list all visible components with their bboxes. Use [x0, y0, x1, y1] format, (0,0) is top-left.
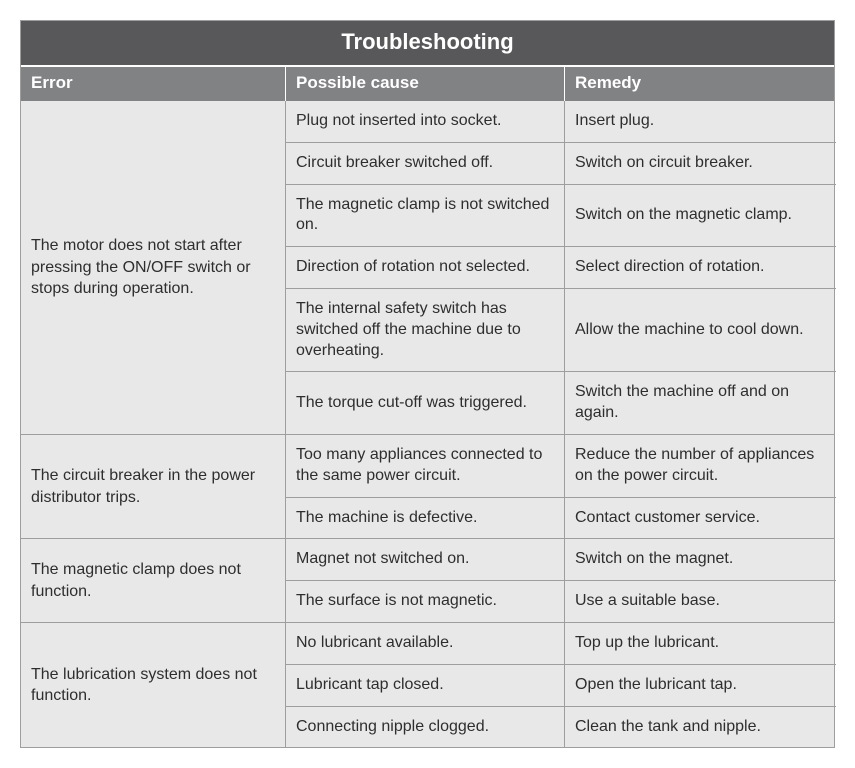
- troubleshooting-table: Troubleshooting Error Possible cause Rem…: [20, 20, 835, 748]
- table-row: Connecting nipple clogged. Clean the tan…: [286, 706, 836, 748]
- cause-cell: Connecting nipple clogged.: [286, 707, 565, 748]
- header-cause: Possible cause: [286, 67, 565, 101]
- table-row: Circuit breaker switched off. Switch on …: [286, 142, 836, 184]
- remedy-cell: Switch on circuit breaker.: [565, 143, 836, 184]
- cause-cell: The torque cut-off was triggered.: [286, 372, 565, 434]
- remedy-cell: Insert plug.: [565, 101, 836, 142]
- error-cell: The magnetic clamp does not function.: [21, 539, 286, 622]
- table-row: The torque cut-off was triggered. Switch…: [286, 371, 836, 434]
- cause-cell: Direction of rotation not selected.: [286, 247, 565, 288]
- remedy-cell: Allow the machine to cool down.: [565, 289, 836, 371]
- header-remedy: Remedy: [565, 67, 836, 101]
- remedy-cell: Clean the tank and nipple.: [565, 707, 836, 748]
- table-row: No lubricant available. Top up the lubri…: [286, 623, 836, 664]
- error-group: The magnetic clamp does not function. Ma…: [21, 538, 834, 622]
- remedy-cell: Contact customer service.: [565, 498, 836, 539]
- remedy-cell: Use a suitable base.: [565, 581, 836, 622]
- remedy-cell: Reduce the number of appliances on the p…: [565, 435, 836, 497]
- table-row: The internal safety switch has switched …: [286, 288, 836, 371]
- cause-cell: The magnetic clamp is not switched on.: [286, 185, 565, 247]
- error-group: The lubrication system does not function…: [21, 622, 834, 747]
- table-row: Magnet not switched on. Switch on the ma…: [286, 539, 836, 580]
- cause-cell: The internal safety switch has switched …: [286, 289, 565, 371]
- error-group-rows: Magnet not switched on. Switch on the ma…: [286, 539, 836, 622]
- cause-cell: Circuit breaker switched off.: [286, 143, 565, 184]
- error-group-rows: Too many appliances connected to the sam…: [286, 435, 836, 538]
- error-group: The circuit breaker in the power distrib…: [21, 434, 834, 538]
- error-cell: The motor does not start after pressing …: [21, 101, 286, 434]
- table-row: The surface is not magnetic. Use a suita…: [286, 580, 836, 622]
- error-group: The motor does not start after pressing …: [21, 101, 834, 434]
- remedy-cell: Switch on the magnetic clamp.: [565, 185, 836, 247]
- cause-cell: Plug not inserted into socket.: [286, 101, 565, 142]
- cause-cell: No lubricant available.: [286, 623, 565, 664]
- table-title: Troubleshooting: [21, 21, 834, 67]
- table-row: The machine is defective. Contact custom…: [286, 497, 836, 539]
- table-row: Plug not inserted into socket. Insert pl…: [286, 101, 836, 142]
- error-group-rows: Plug not inserted into socket. Insert pl…: [286, 101, 836, 434]
- remedy-cell: Top up the lubricant.: [565, 623, 836, 664]
- cause-cell: The machine is defective.: [286, 498, 565, 539]
- error-cell: The lubrication system does not function…: [21, 623, 286, 747]
- remedy-cell: Open the lubricant tap.: [565, 665, 836, 706]
- cause-cell: Too many appliances connected to the sam…: [286, 435, 565, 497]
- header-error: Error: [21, 67, 286, 101]
- remedy-cell: Switch the machine off and on again.: [565, 372, 836, 434]
- error-group-rows: No lubricant available. Top up the lubri…: [286, 623, 836, 747]
- table-row: Too many appliances connected to the sam…: [286, 435, 836, 497]
- table-row: The magnetic clamp is not switched on. S…: [286, 184, 836, 247]
- remedy-cell: Select direction of rotation.: [565, 247, 836, 288]
- cause-cell: Magnet not switched on.: [286, 539, 565, 580]
- table-row: Direction of rotation not selected. Sele…: [286, 246, 836, 288]
- remedy-cell: Switch on the magnet.: [565, 539, 836, 580]
- table-body: The motor does not start after pressing …: [21, 101, 834, 747]
- error-cell: The circuit breaker in the power distrib…: [21, 435, 286, 538]
- cause-cell: Lubricant tap closed.: [286, 665, 565, 706]
- table-header-row: Error Possible cause Remedy: [21, 67, 834, 101]
- table-row: Lubricant tap closed. Open the lubricant…: [286, 664, 836, 706]
- cause-cell: The surface is not magnetic.: [286, 581, 565, 622]
